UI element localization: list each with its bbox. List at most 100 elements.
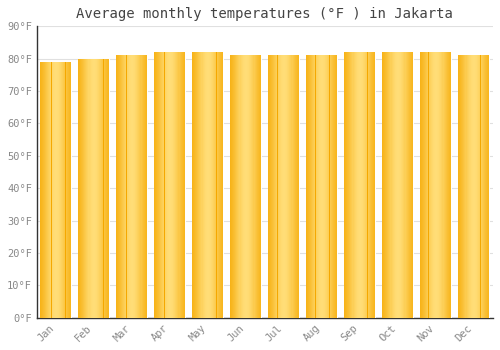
Bar	[296, 55, 297, 318]
Bar	[168, 52, 169, 318]
Bar	[482, 55, 484, 318]
Bar	[394, 52, 395, 318]
Bar	[446, 52, 447, 318]
Bar	[344, 52, 376, 318]
Bar	[66, 62, 68, 318]
Bar	[298, 55, 299, 318]
Bar	[316, 55, 318, 318]
Bar	[345, 52, 346, 318]
Bar	[140, 55, 141, 318]
Bar	[383, 52, 384, 318]
Bar	[368, 52, 370, 318]
Bar	[308, 55, 309, 318]
Bar	[145, 55, 146, 318]
Bar	[348, 52, 349, 318]
Bar	[40, 62, 72, 318]
Bar	[422, 52, 423, 318]
Bar	[396, 52, 397, 318]
Bar	[473, 55, 474, 318]
Bar	[288, 55, 290, 318]
Bar	[98, 59, 99, 318]
Bar	[398, 52, 399, 318]
Bar	[361, 52, 362, 318]
Bar	[360, 52, 361, 318]
Bar	[250, 55, 252, 318]
Bar	[401, 52, 402, 318]
Bar	[207, 52, 208, 318]
Bar	[131, 55, 132, 318]
Bar	[90, 59, 92, 318]
Bar	[185, 52, 186, 318]
Bar	[59, 62, 60, 318]
Bar	[171, 52, 172, 318]
Bar	[437, 52, 438, 318]
Bar	[124, 55, 126, 318]
Bar	[324, 55, 325, 318]
Bar	[56, 62, 57, 318]
Bar	[86, 59, 88, 318]
Bar	[430, 52, 432, 318]
Bar	[128, 55, 130, 318]
Bar	[462, 55, 464, 318]
Bar	[421, 52, 422, 318]
Bar	[130, 55, 131, 318]
Bar	[435, 52, 436, 318]
Bar	[485, 55, 486, 318]
Bar	[197, 52, 198, 318]
Bar	[386, 52, 387, 318]
Bar	[487, 55, 488, 318]
Bar	[433, 52, 434, 318]
Bar	[280, 55, 282, 318]
Bar	[362, 52, 363, 318]
Bar	[395, 52, 396, 318]
Bar	[363, 52, 364, 318]
Bar	[335, 55, 336, 318]
Bar	[230, 55, 231, 318]
Title: Average monthly temperatures (°F ) in Jakarta: Average monthly temperatures (°F ) in Ja…	[76, 7, 454, 21]
Bar	[292, 55, 294, 318]
Bar	[174, 52, 175, 318]
Bar	[382, 52, 383, 318]
Bar	[209, 52, 210, 318]
Bar	[323, 55, 324, 318]
Bar	[126, 55, 128, 318]
Bar	[438, 52, 439, 318]
Bar	[434, 52, 435, 318]
Bar	[200, 52, 202, 318]
Bar	[78, 59, 79, 318]
Bar	[459, 55, 460, 318]
Bar	[476, 55, 478, 318]
Bar	[373, 52, 374, 318]
Bar	[60, 62, 61, 318]
Bar	[136, 55, 137, 318]
Bar	[404, 52, 406, 318]
Bar	[299, 55, 300, 318]
Bar	[223, 52, 224, 318]
Bar	[451, 52, 452, 318]
Bar	[218, 52, 220, 318]
Bar	[306, 55, 307, 318]
Bar	[326, 55, 328, 318]
Bar	[134, 55, 135, 318]
Bar	[271, 55, 272, 318]
Bar	[268, 55, 300, 318]
Bar	[385, 52, 386, 318]
Bar	[221, 52, 222, 318]
Bar	[488, 55, 489, 318]
Bar	[79, 59, 80, 318]
Bar	[78, 59, 110, 318]
Bar	[330, 55, 332, 318]
Bar	[424, 52, 426, 318]
Bar	[259, 55, 260, 318]
Bar	[138, 55, 140, 318]
Bar	[375, 52, 376, 318]
Bar	[192, 52, 193, 318]
Bar	[447, 52, 448, 318]
Bar	[440, 52, 442, 318]
Bar	[299, 55, 300, 318]
Bar	[206, 52, 207, 318]
Bar	[470, 55, 471, 318]
Bar	[486, 55, 487, 318]
Bar	[306, 55, 338, 318]
Bar	[62, 62, 64, 318]
